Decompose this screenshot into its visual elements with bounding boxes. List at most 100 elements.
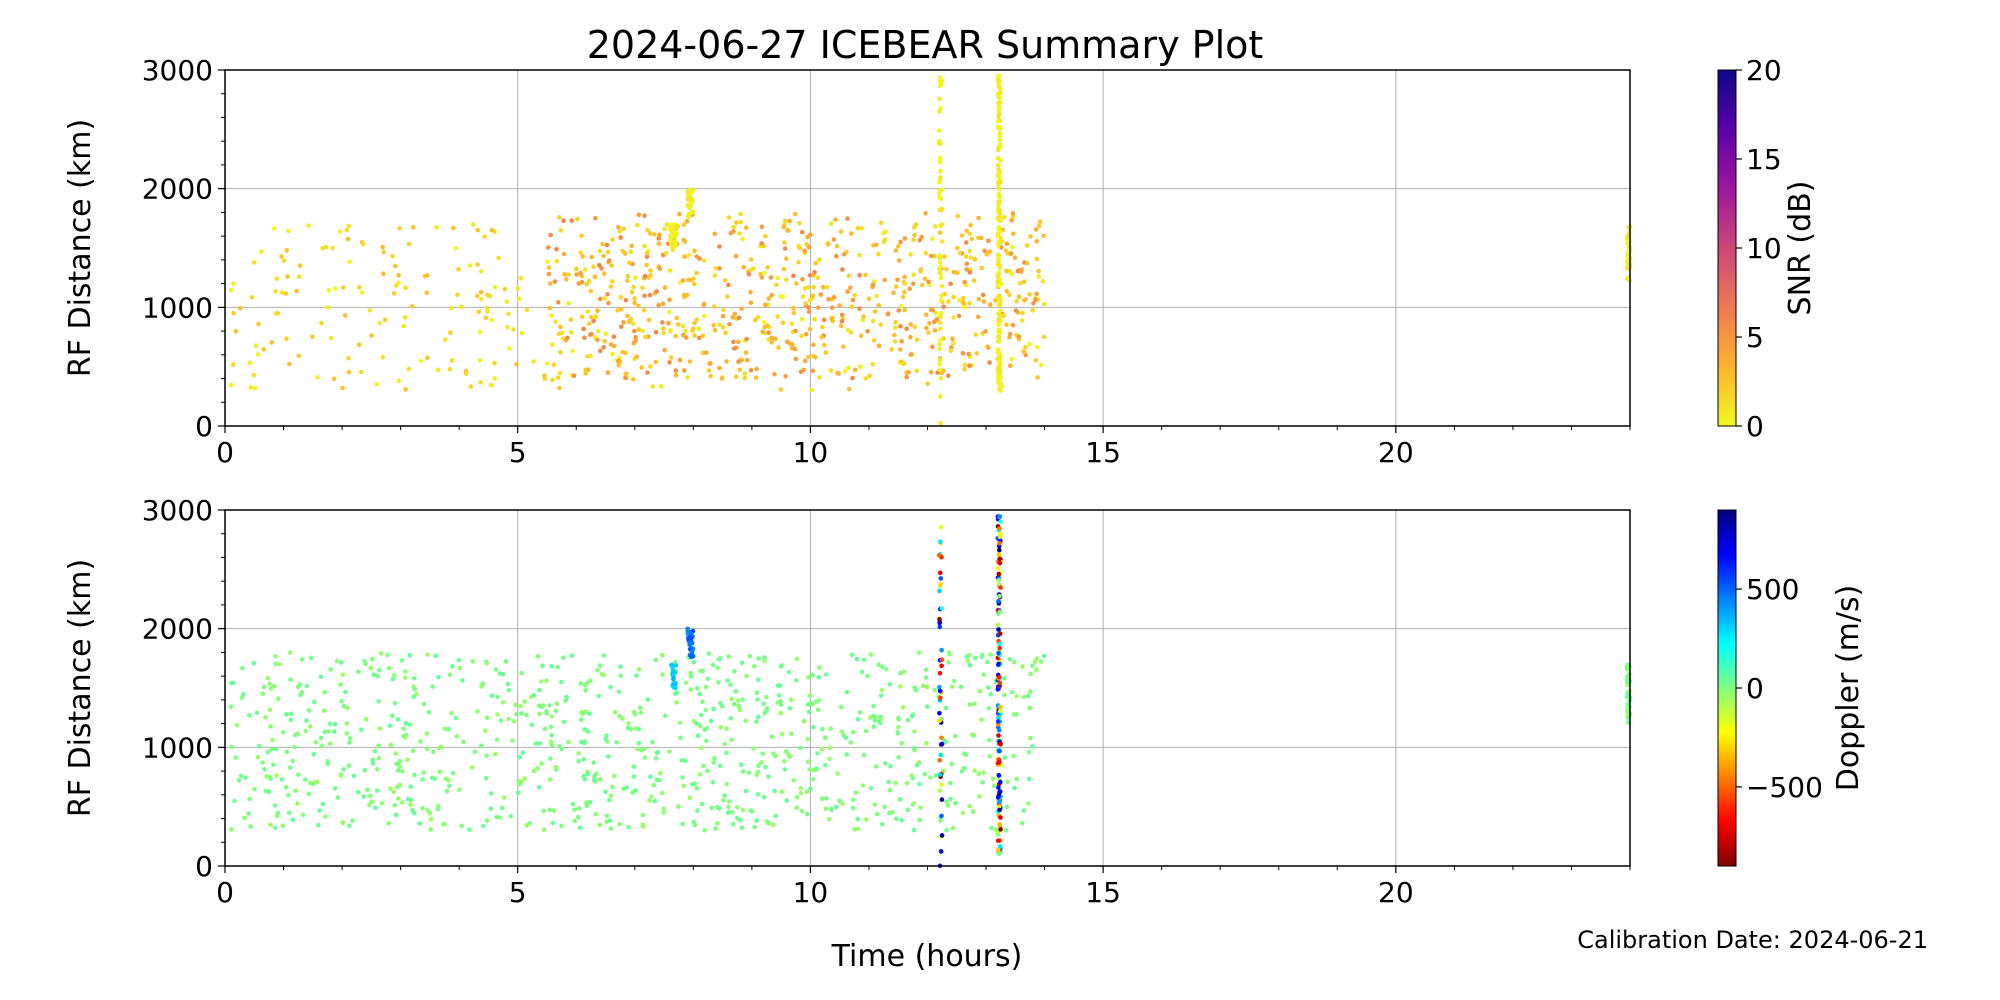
- data-point: [588, 332, 593, 337]
- data-point: [648, 364, 653, 369]
- data-point: [411, 676, 417, 681]
- data-point: [477, 358, 483, 363]
- data-point: [868, 652, 874, 657]
- data-point: [680, 821, 685, 827]
- data-point: [396, 272, 401, 278]
- data-point: [937, 346, 942, 352]
- data-point: [603, 789, 608, 794]
- data-point: [1011, 231, 1016, 236]
- data-point: [986, 685, 991, 690]
- data-point: [581, 757, 586, 762]
- data-point: [904, 780, 910, 786]
- data-point: [403, 315, 408, 320]
- data-point: [702, 313, 707, 319]
- data-point: [670, 244, 675, 249]
- data-point: [673, 225, 678, 230]
- data-point: [460, 678, 465, 683]
- data-point: [625, 278, 630, 284]
- data-point: [448, 305, 454, 311]
- data-point: [962, 362, 968, 368]
- data-point: [393, 812, 399, 818]
- data-point: [332, 721, 338, 727]
- data-point: [269, 340, 275, 345]
- data-point: [810, 368, 816, 374]
- data-point: [421, 770, 427, 775]
- data-point: [995, 91, 1001, 97]
- data-point: [723, 330, 728, 336]
- data-point: [930, 236, 935, 241]
- data-point: [636, 667, 642, 672]
- data-point: [727, 321, 732, 327]
- data-point: [947, 650, 952, 655]
- data-point: [695, 686, 700, 691]
- data-point: [938, 524, 944, 530]
- data-point: [835, 771, 840, 776]
- data-point: [287, 361, 292, 367]
- data-point: [386, 821, 391, 826]
- data-point: [531, 359, 536, 364]
- data-point: [951, 678, 957, 684]
- data-point: [824, 795, 829, 801]
- data-point: [380, 354, 386, 360]
- data-point: [608, 684, 613, 690]
- data-point: [556, 300, 561, 305]
- data-point: [601, 653, 607, 658]
- colorbar-tick-label: 10: [1746, 232, 1782, 265]
- data-point: [315, 375, 320, 380]
- data-point: [770, 822, 776, 827]
- data-point: [772, 788, 777, 794]
- data-point: [740, 697, 745, 702]
- data-point: [272, 803, 278, 808]
- data-point: [591, 760, 596, 765]
- data-point: [585, 771, 591, 777]
- data-point: [972, 768, 977, 773]
- data-point: [351, 773, 357, 779]
- data-point: [251, 372, 257, 378]
- data-point: [695, 733, 701, 738]
- data-point: [681, 237, 687, 243]
- data-point: [1033, 358, 1039, 363]
- data-point: [998, 779, 1003, 785]
- data-point: [499, 805, 505, 811]
- data-point: [995, 119, 1001, 124]
- data-point: [981, 299, 987, 304]
- data-point: [793, 328, 798, 334]
- data-point: [444, 788, 450, 794]
- data-point: [806, 759, 811, 764]
- data-point: [1007, 268, 1013, 274]
- data-point: [794, 794, 800, 800]
- data-point: [997, 789, 1003, 794]
- data-point: [457, 787, 462, 793]
- data-point: [694, 786, 700, 791]
- data-point: [860, 783, 866, 788]
- data-point: [779, 731, 785, 737]
- data-point: [640, 812, 646, 818]
- data-point: [831, 237, 837, 242]
- data-point: [748, 368, 754, 373]
- data-point: [1033, 227, 1039, 232]
- data-point: [519, 711, 524, 716]
- data-point: [759, 241, 764, 246]
- data-point: [937, 684, 942, 690]
- data-point: [706, 651, 712, 656]
- data-point: [938, 311, 944, 317]
- data-point: [987, 738, 992, 743]
- data-point: [628, 316, 634, 322]
- data-point: [902, 289, 907, 295]
- data-point: [577, 825, 583, 830]
- data-point: [263, 788, 269, 794]
- data-point: [996, 322, 1001, 328]
- data-point: [311, 781, 316, 787]
- data-point: [694, 721, 700, 727]
- data-point: [938, 298, 944, 303]
- data-point: [998, 308, 1003, 314]
- data-point: [641, 307, 647, 313]
- data-point: [478, 290, 484, 295]
- data-point: [697, 256, 702, 261]
- data-point: [372, 748, 378, 754]
- data-point: [937, 320, 943, 325]
- data-point: [1020, 664, 1025, 669]
- data-point: [859, 669, 865, 675]
